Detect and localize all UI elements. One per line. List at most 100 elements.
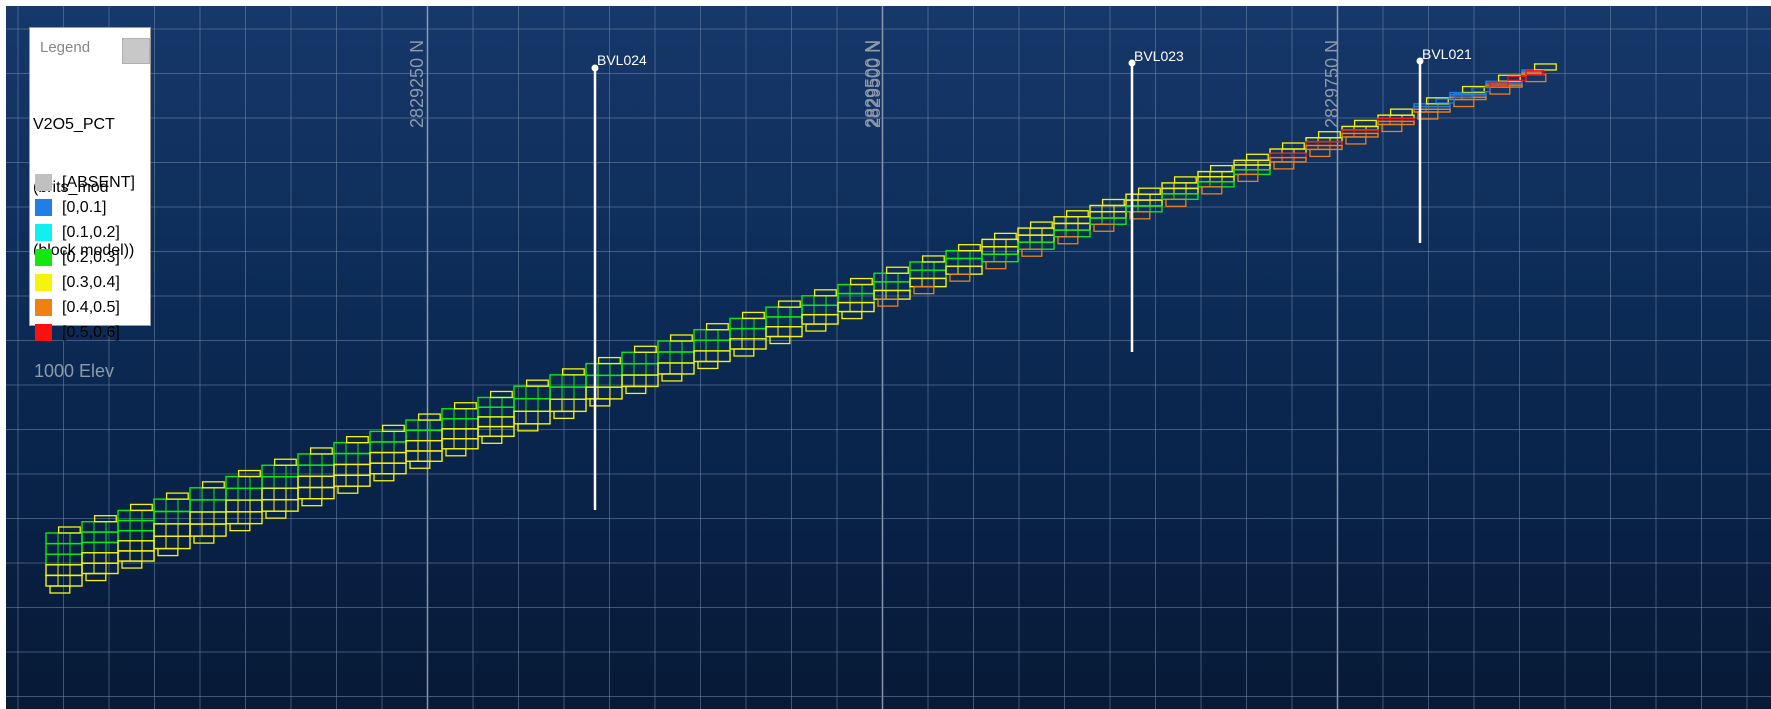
model-block-fringe [597,356,621,365]
model-block [657,340,695,353]
model-block-fringe [201,481,225,489]
northing-label-3: 2829750 N [1322,40,1342,128]
model-block-fringe [805,323,827,332]
model-block-fringe [273,458,297,466]
model-block [873,289,911,300]
model-block [1053,216,1091,225]
model-block-fringe [1309,148,1331,158]
grid-labels: 2829250 N 2829500 N 2829500 N 2829750 N … [34,40,1342,381]
model-block [297,453,335,466]
model-block [405,429,443,442]
legend-panel[interactable]: Legend V2O5_PCT (brits_mod (block model)… [29,27,151,341]
model-block-fringe [121,560,143,569]
legend-swatch [35,274,52,291]
attribute-line: V2O5_PCT [33,116,115,133]
model-block [189,523,227,537]
model-block [225,511,263,525]
model-block [153,535,191,550]
model-block-fringe [237,469,261,478]
model-block-fringe [1129,211,1151,220]
model-block [1017,234,1055,243]
legend-swatch [35,224,52,241]
legend-label: [0.4,0.5] [62,299,120,316]
model-block-fringe [1165,198,1187,207]
model-block [945,257,983,268]
model-block [153,510,191,525]
model-block-fringe [1209,164,1233,173]
model-block-fringe [669,334,693,342]
model-block [1089,217,1127,225]
model-block [1489,81,1509,87]
model-block-fringe [813,289,837,297]
model-block [765,326,803,338]
model-block [1435,98,1455,104]
model-block-fringe [157,547,179,557]
model-block [225,499,263,513]
model-block [1197,181,1235,188]
model-block-fringe [229,522,251,532]
northing-label-2: 2829500 N [862,40,882,128]
model-block [369,451,407,464]
model-block [981,238,1019,248]
model-block [225,487,263,501]
legend-label: [0.2,0.3] [62,249,120,266]
model-block-fringe [1489,86,1511,95]
model-block-fringe [993,232,1017,241]
model-block [117,540,155,552]
model-block [621,362,659,376]
3d-viewport[interactable]: 2829250 N 2829500 N 2829500 N 2829750 N … [6,6,1771,709]
model-block [585,362,623,377]
model-block [1161,182,1199,190]
model-block-fringe [1317,131,1341,139]
model-block [765,306,803,318]
model-block-fringe [957,244,981,252]
model-block [693,350,731,363]
model-block [189,499,227,513]
model-block-fringe [1029,221,1053,229]
model-block-fringe [589,398,611,407]
drillhole-bvl021[interactable]: BVL021 [1416,46,1473,243]
model-block [1017,241,1055,250]
legend-close-button[interactable] [122,38,150,64]
model-block [873,281,911,292]
legend-label: [0.1,0.2] [62,224,120,241]
block-model-section-view[interactable]: 2829250 N 2829500 N 2829500 N 2829750 N … [6,6,1771,709]
model-block [261,464,299,478]
legend-swatch [35,174,52,191]
model-block [981,246,1019,255]
model-block [549,398,587,413]
model-block [477,396,515,408]
model-block-fringe [1417,111,1439,120]
legend-swatch [35,324,52,341]
model-block [405,439,443,452]
model-block [729,317,767,330]
model-block [945,265,983,275]
model-block-fringe [1057,236,1079,245]
model-block [513,385,551,400]
model-block [261,487,299,501]
model-block-fringe [885,266,909,274]
model-block [657,362,695,375]
model-block [1089,204,1127,213]
model-block [1017,227,1055,236]
drillhole-bvl023[interactable]: BVL023 [1128,48,1185,352]
model-block-fringe [1453,98,1475,108]
model-block [1233,168,1271,176]
model-block-fringe [1525,73,1547,83]
model-block [261,498,299,512]
model-block-fringe [877,298,899,307]
model-block-fringe [129,503,153,512]
model-block-fringe [1201,186,1223,195]
model-block-fringe [337,485,359,494]
model-block-fringe [517,423,539,432]
model-block [1507,75,1527,81]
model-block [1233,164,1271,171]
drillhole-bvl024[interactable]: BVL024 [591,52,648,510]
model-block-fringe [1497,74,1521,82]
model-block-fringe [481,435,503,444]
ore-body-blocks [45,63,1557,594]
model-block [81,541,119,554]
drillhole-label: BVL023 [1134,48,1184,64]
model-block-fringe [1461,85,1485,94]
model-block-fringe [417,413,441,421]
